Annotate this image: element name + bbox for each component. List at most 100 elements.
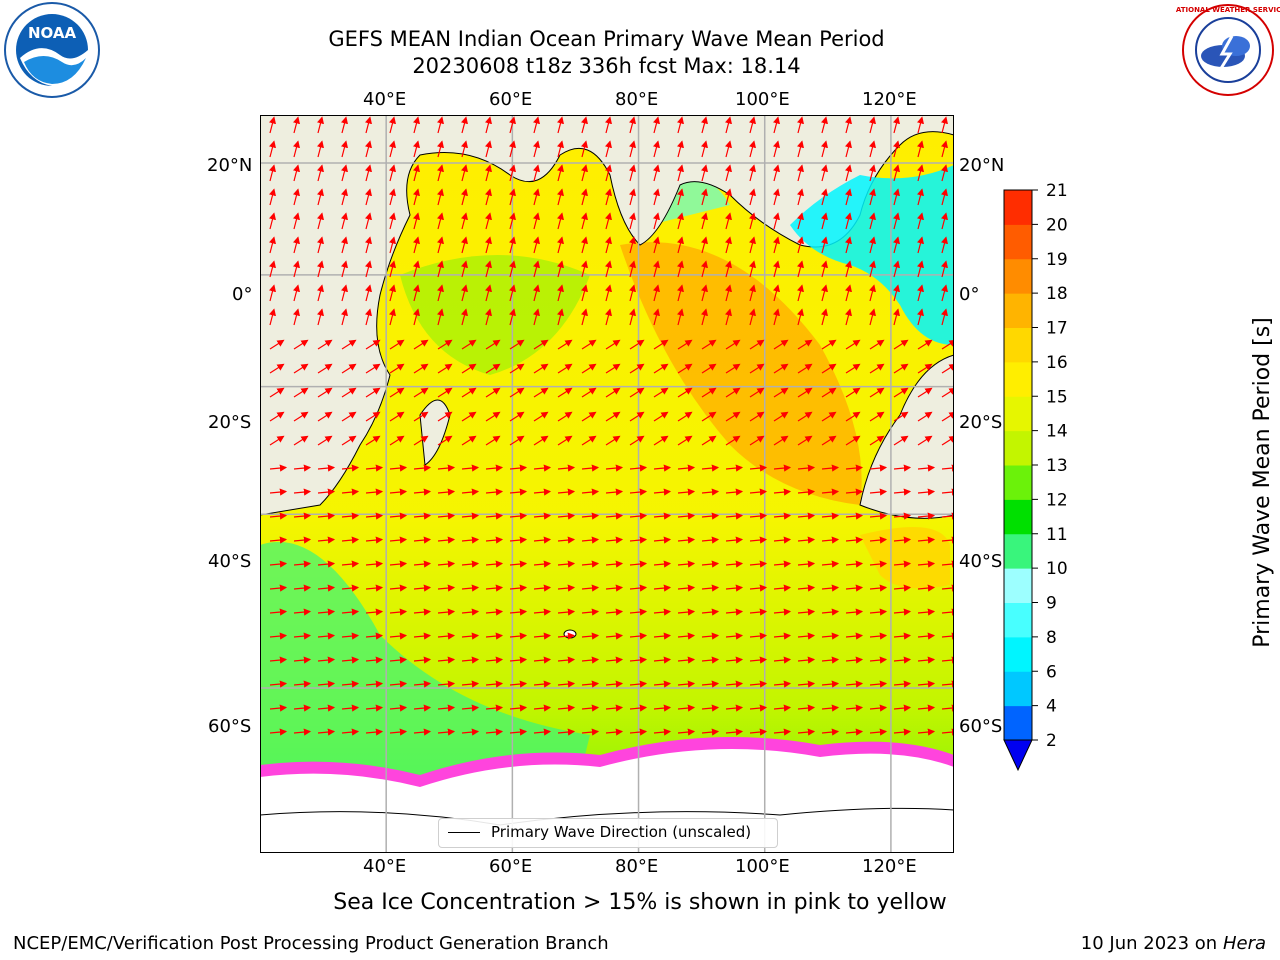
wave-arrow: [293, 728, 312, 736]
colorbar-band: [1004, 465, 1032, 500]
wave-arrow: [461, 411, 477, 422]
wave-arrow: [557, 339, 573, 350]
wave-arrow: [797, 363, 813, 374]
wave-arrow: [293, 339, 309, 350]
wave-arrow: [845, 164, 852, 182]
wave-arrow: [725, 584, 744, 592]
wave-arrow: [293, 387, 309, 398]
wave-arrow: [629, 632, 648, 640]
wave-arrow: [437, 728, 456, 736]
wave-arrow: [581, 536, 600, 544]
wave-arrow: [653, 236, 660, 254]
wave-arrow: [629, 140, 636, 158]
colorbar-tick-label: 18: [1046, 284, 1068, 304]
nws-logo: NATIONAL WEATHER SERVICE: [1176, 4, 1280, 96]
wave-arrow: [629, 656, 648, 664]
wave-arrow: [461, 435, 477, 446]
wave-arrow: [509, 116, 516, 134]
wave-arrow: [677, 212, 684, 230]
wave-arrow: [293, 188, 300, 206]
wave-arrow: [701, 284, 708, 302]
lon-tick-bottom-60e: 60°E: [489, 856, 533, 877]
wave-arrow: [389, 560, 408, 568]
wave-arrow: [485, 260, 492, 278]
wave-arrow: [485, 560, 504, 568]
wave-arrow: [629, 260, 636, 278]
wave-arrow: [869, 339, 885, 350]
noaa-logo-text: NOAA: [28, 24, 77, 42]
wave-arrow: [725, 435, 741, 446]
wave-arrow: [485, 656, 504, 664]
wave-arrow: [821, 536, 840, 544]
wave-arrow: [365, 584, 384, 592]
wave-arrow: [365, 728, 384, 736]
wave-arrow: [749, 488, 768, 496]
wave-arrow: [869, 656, 888, 664]
wave-arrow: [269, 536, 288, 544]
wave-arrow: [845, 116, 852, 134]
wave-arrow: [605, 488, 624, 496]
wave-arrow: [533, 236, 540, 254]
wave-arrow: [725, 363, 741, 374]
wave-arrow: [869, 512, 888, 520]
wave-arrow: [605, 536, 624, 544]
wave-arrow: [629, 584, 648, 592]
wave-arrow: [653, 728, 672, 736]
wave-arrow: [773, 632, 792, 640]
wave-period-map[interactable]: [260, 115, 954, 853]
wave-arrow: [893, 536, 912, 544]
wave-arrow: [341, 464, 360, 472]
wave-arrow: [845, 411, 861, 422]
wave-arrow: [413, 435, 429, 446]
wave-arrow: [365, 164, 372, 182]
colorbar-tick-label: 8: [1046, 628, 1057, 648]
wave-arrow: [581, 704, 600, 712]
wave-arrow: [269, 260, 276, 278]
wave-arrow: [485, 435, 501, 446]
sea-ice-edge: [260, 737, 954, 787]
wave-arrow: [341, 656, 360, 664]
wave-arrow: [437, 560, 456, 568]
wave-arrow: [605, 363, 621, 374]
wave-arrow: [677, 704, 696, 712]
wave-arrow: [533, 140, 540, 158]
wave-arrow: [653, 632, 672, 640]
wave-arrow: [869, 680, 888, 688]
wave-arrow: [941, 512, 954, 520]
wave-arrow: [773, 411, 789, 422]
wave-arrow: [269, 488, 288, 496]
wave-arrow: [341, 435, 357, 446]
wave-arrow: [917, 308, 924, 326]
wave-arrow: [869, 536, 888, 544]
wave-arrow: [437, 512, 456, 520]
wave-arrow: [941, 584, 954, 592]
wave-arrow: [293, 536, 312, 544]
wave-arrow: [917, 536, 936, 544]
wave-arrow: [797, 387, 813, 398]
wave-arrow: [341, 584, 360, 592]
wave-arrow: [893, 212, 900, 230]
wave-arrow: [773, 387, 789, 398]
colorbar-band: [1004, 190, 1032, 225]
wave-arrow: [725, 704, 744, 712]
wave-arrow: [269, 236, 276, 254]
wave-arrow: [269, 632, 288, 640]
wave-arrow: [437, 284, 444, 302]
wave-arrow: [437, 632, 456, 640]
wave-arrow: [797, 236, 804, 254]
wave-arrow: [677, 584, 696, 592]
wave-arrow: [509, 435, 525, 446]
wave-arrow: [917, 363, 933, 374]
wave-arrow: [509, 488, 528, 496]
wave-arrow: [269, 387, 285, 398]
wave-arrow: [893, 284, 900, 302]
colorbar-band: [1004, 602, 1032, 638]
wave-arrow: [701, 656, 720, 664]
wave-arrow: [629, 284, 636, 302]
wave-arrow: [581, 435, 597, 446]
wave-arrow: [701, 536, 720, 544]
wave-arrow: [293, 140, 300, 158]
wave-arrow: [725, 164, 732, 182]
wave-arrow: [437, 260, 444, 278]
wave-arrow: [725, 212, 732, 230]
